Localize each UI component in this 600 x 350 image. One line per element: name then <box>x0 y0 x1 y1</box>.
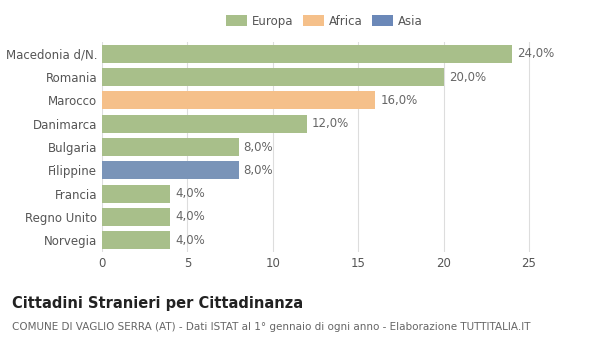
Text: Cittadini Stranieri per Cittadinanza: Cittadini Stranieri per Cittadinanza <box>12 296 303 311</box>
Bar <box>102 138 239 156</box>
Bar <box>102 208 170 226</box>
Text: 12,0%: 12,0% <box>312 117 349 130</box>
Bar <box>102 184 170 203</box>
Text: 8,0%: 8,0% <box>244 164 274 177</box>
Text: 20,0%: 20,0% <box>449 70 486 84</box>
Bar <box>102 44 512 63</box>
Bar <box>102 68 443 86</box>
Bar <box>102 231 170 250</box>
Text: 24,0%: 24,0% <box>517 47 554 60</box>
Bar <box>102 161 239 180</box>
Legend: Europa, Africa, Asia: Europa, Africa, Asia <box>223 12 425 30</box>
Text: 16,0%: 16,0% <box>380 94 418 107</box>
Text: 8,0%: 8,0% <box>244 140 274 154</box>
Text: COMUNE DI VAGLIO SERRA (AT) - Dati ISTAT al 1° gennaio di ogni anno - Elaborazio: COMUNE DI VAGLIO SERRA (AT) - Dati ISTAT… <box>12 322 530 332</box>
Text: 4,0%: 4,0% <box>175 187 205 200</box>
Bar <box>102 91 375 110</box>
Text: 4,0%: 4,0% <box>175 210 205 224</box>
Bar <box>102 114 307 133</box>
Text: 4,0%: 4,0% <box>175 234 205 247</box>
